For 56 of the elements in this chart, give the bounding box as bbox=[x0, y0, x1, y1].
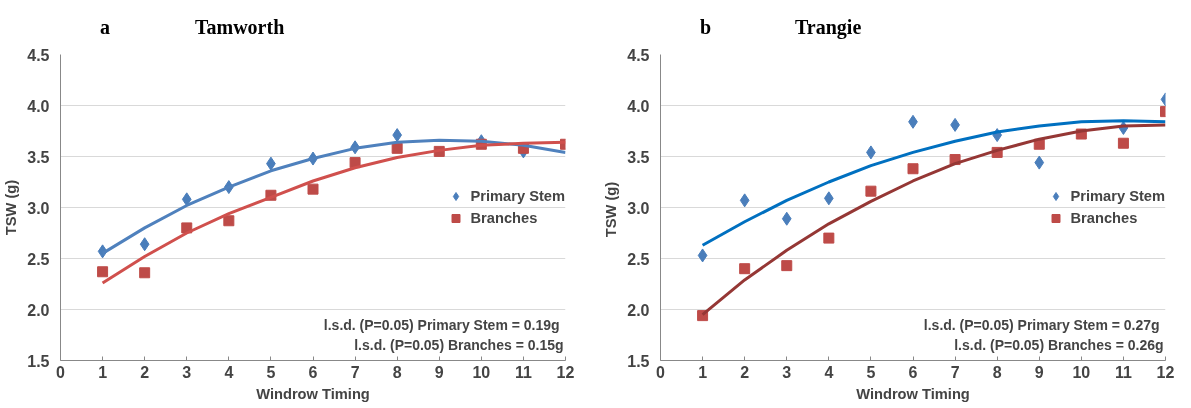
y-tick-label: 4.0 bbox=[27, 97, 50, 115]
x-tick-label: 11 bbox=[1114, 363, 1132, 381]
y-tick-label: 2.0 bbox=[27, 301, 50, 319]
legend-label: Primary Stem bbox=[1070, 188, 1165, 204]
y-tick-label: 3.5 bbox=[627, 148, 650, 166]
legend-label: Branches bbox=[470, 210, 538, 226]
x-tick-label: 12 bbox=[1156, 363, 1175, 381]
x-tick-label: 3 bbox=[782, 363, 792, 381]
y-tick-label: 2.0 bbox=[627, 301, 650, 319]
x-tick-label: 10 bbox=[472, 363, 491, 381]
y-tick-label: 3.0 bbox=[627, 199, 650, 217]
x-tick-label: 7 bbox=[950, 363, 960, 381]
x-tick-label: 2 bbox=[140, 363, 150, 381]
x-tick-label: 7 bbox=[350, 363, 360, 381]
x-tick-label: 1 bbox=[98, 363, 108, 381]
annotation: l.s.d. (P=0.05) Branches = 0.15g bbox=[354, 336, 564, 353]
y-tick-label: 4.5 bbox=[627, 46, 650, 64]
y-tick-label: 2.5 bbox=[27, 250, 50, 268]
x-tick-label: 4 bbox=[824, 363, 834, 381]
x-tick-label: 11 bbox=[514, 363, 532, 381]
x-tick-label: 8 bbox=[992, 363, 1002, 381]
x-axis-title: Windrow Timing bbox=[256, 385, 370, 402]
y-axis-title: TSW (g) bbox=[3, 179, 20, 236]
x-tick-label: 1 bbox=[698, 363, 708, 381]
y-axis-title: TSW (g) bbox=[603, 181, 620, 238]
text: a bbox=[100, 15, 111, 40]
annotation: l.s.d. (P=0.05) Primary Stem = 0.27g bbox=[923, 316, 1160, 333]
y-tick-label: 1.5 bbox=[27, 352, 50, 370]
y-tick-label: 3.0 bbox=[27, 199, 50, 217]
annotation: l.s.d. (P=0.05) Branches = 0.26g bbox=[954, 336, 1164, 353]
y-tick-label: 3.5 bbox=[27, 148, 50, 166]
x-tick-label: 10 bbox=[1072, 363, 1091, 381]
x-tick-label: 9 bbox=[434, 363, 444, 381]
y-tick-label: 4.0 bbox=[627, 97, 650, 115]
annotation: l.s.d. (P=0.05) Primary Stem = 0.19g bbox=[323, 316, 560, 333]
y-tick-label: 4.5 bbox=[27, 46, 50, 64]
x-tick-label: 6 bbox=[908, 363, 918, 381]
x-tick-label: 5 bbox=[266, 363, 276, 381]
x-tick-label: 9 bbox=[1034, 363, 1044, 381]
x-tick-label: 5 bbox=[866, 363, 876, 381]
x-tick-label: 6 bbox=[308, 363, 318, 381]
chart-title: Trangie bbox=[795, 16, 862, 38]
x-tick-label: 4 bbox=[224, 363, 234, 381]
chart-title: Tamworth bbox=[195, 16, 285, 38]
x-tick-label: 2 bbox=[740, 363, 750, 381]
y-tick-label: 1.5 bbox=[627, 352, 650, 370]
x-axis-title: Windrow Timing bbox=[856, 385, 970, 402]
legend-label: Branches bbox=[1070, 210, 1138, 226]
x-tick-label: 0 bbox=[656, 363, 666, 381]
x-tick-label: 12 bbox=[556, 363, 575, 381]
text: b bbox=[700, 15, 713, 40]
legend-label: Primary Stem bbox=[470, 188, 565, 204]
x-tick-label: 8 bbox=[392, 363, 402, 381]
x-tick-label: 0 bbox=[56, 363, 66, 381]
y-tick-label: 2.5 bbox=[627, 250, 650, 268]
x-tick-label: 3 bbox=[182, 363, 192, 381]
